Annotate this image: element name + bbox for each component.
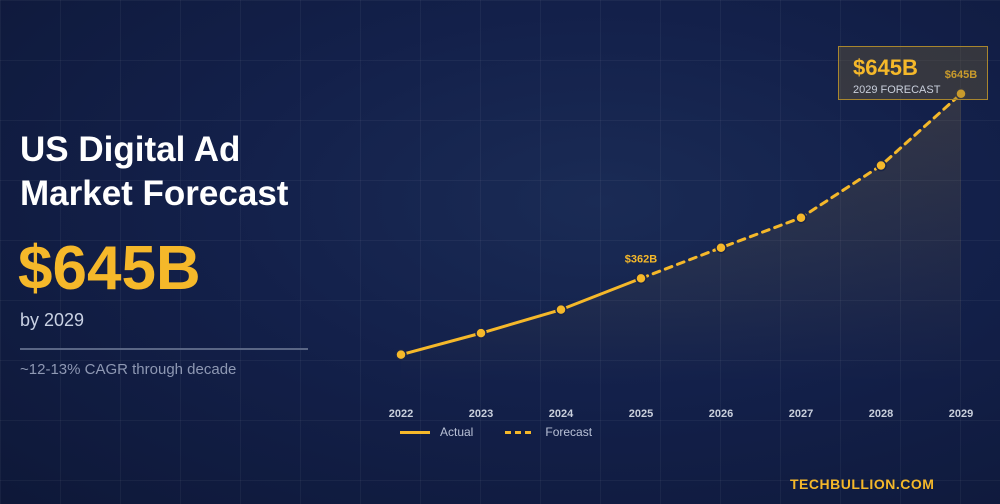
x-tick-label-2023: 2023: [469, 408, 493, 420]
data-point-2025: [636, 273, 646, 283]
callout-value: $645B: [853, 55, 918, 81]
legend-swatch-dashed: [505, 431, 535, 434]
area-fill: [401, 94, 961, 384]
chart-legend: Actual Forecast: [400, 424, 624, 440]
x-tick-label-2028: 2028: [869, 408, 893, 420]
x-tick-label-2027: 2027: [789, 408, 813, 420]
legend-label-actual: Actual: [440, 425, 473, 439]
x-tick-label-2026: 2026: [709, 408, 733, 420]
brand-watermark: TECHBULLION.COM: [790, 476, 934, 492]
x-tick-label-2022: 2022: [389, 408, 413, 420]
forecast-callout: $645B 2029 FORECAST: [838, 46, 988, 100]
data-point-2024: [556, 305, 566, 315]
x-tick-label-2029: 2029: [949, 408, 973, 420]
x-tick-label-2024: 2024: [549, 408, 574, 420]
data-label-2025: $362B: [625, 253, 657, 265]
data-point-2023: [476, 328, 486, 338]
legend-item-actual: Actual: [400, 425, 473, 439]
legend-item-forecast: Forecast: [505, 425, 592, 439]
legend-swatch-solid: [400, 431, 430, 434]
data-point-2022: [396, 350, 406, 360]
legend-label-forecast: Forecast: [545, 425, 592, 439]
data-point-2027: [796, 213, 806, 223]
data-point-2026: [716, 243, 726, 253]
x-tick-label-2025: 2025: [629, 408, 653, 420]
callout-label: 2029 FORECAST: [853, 84, 940, 96]
data-point-2028: [876, 161, 886, 171]
